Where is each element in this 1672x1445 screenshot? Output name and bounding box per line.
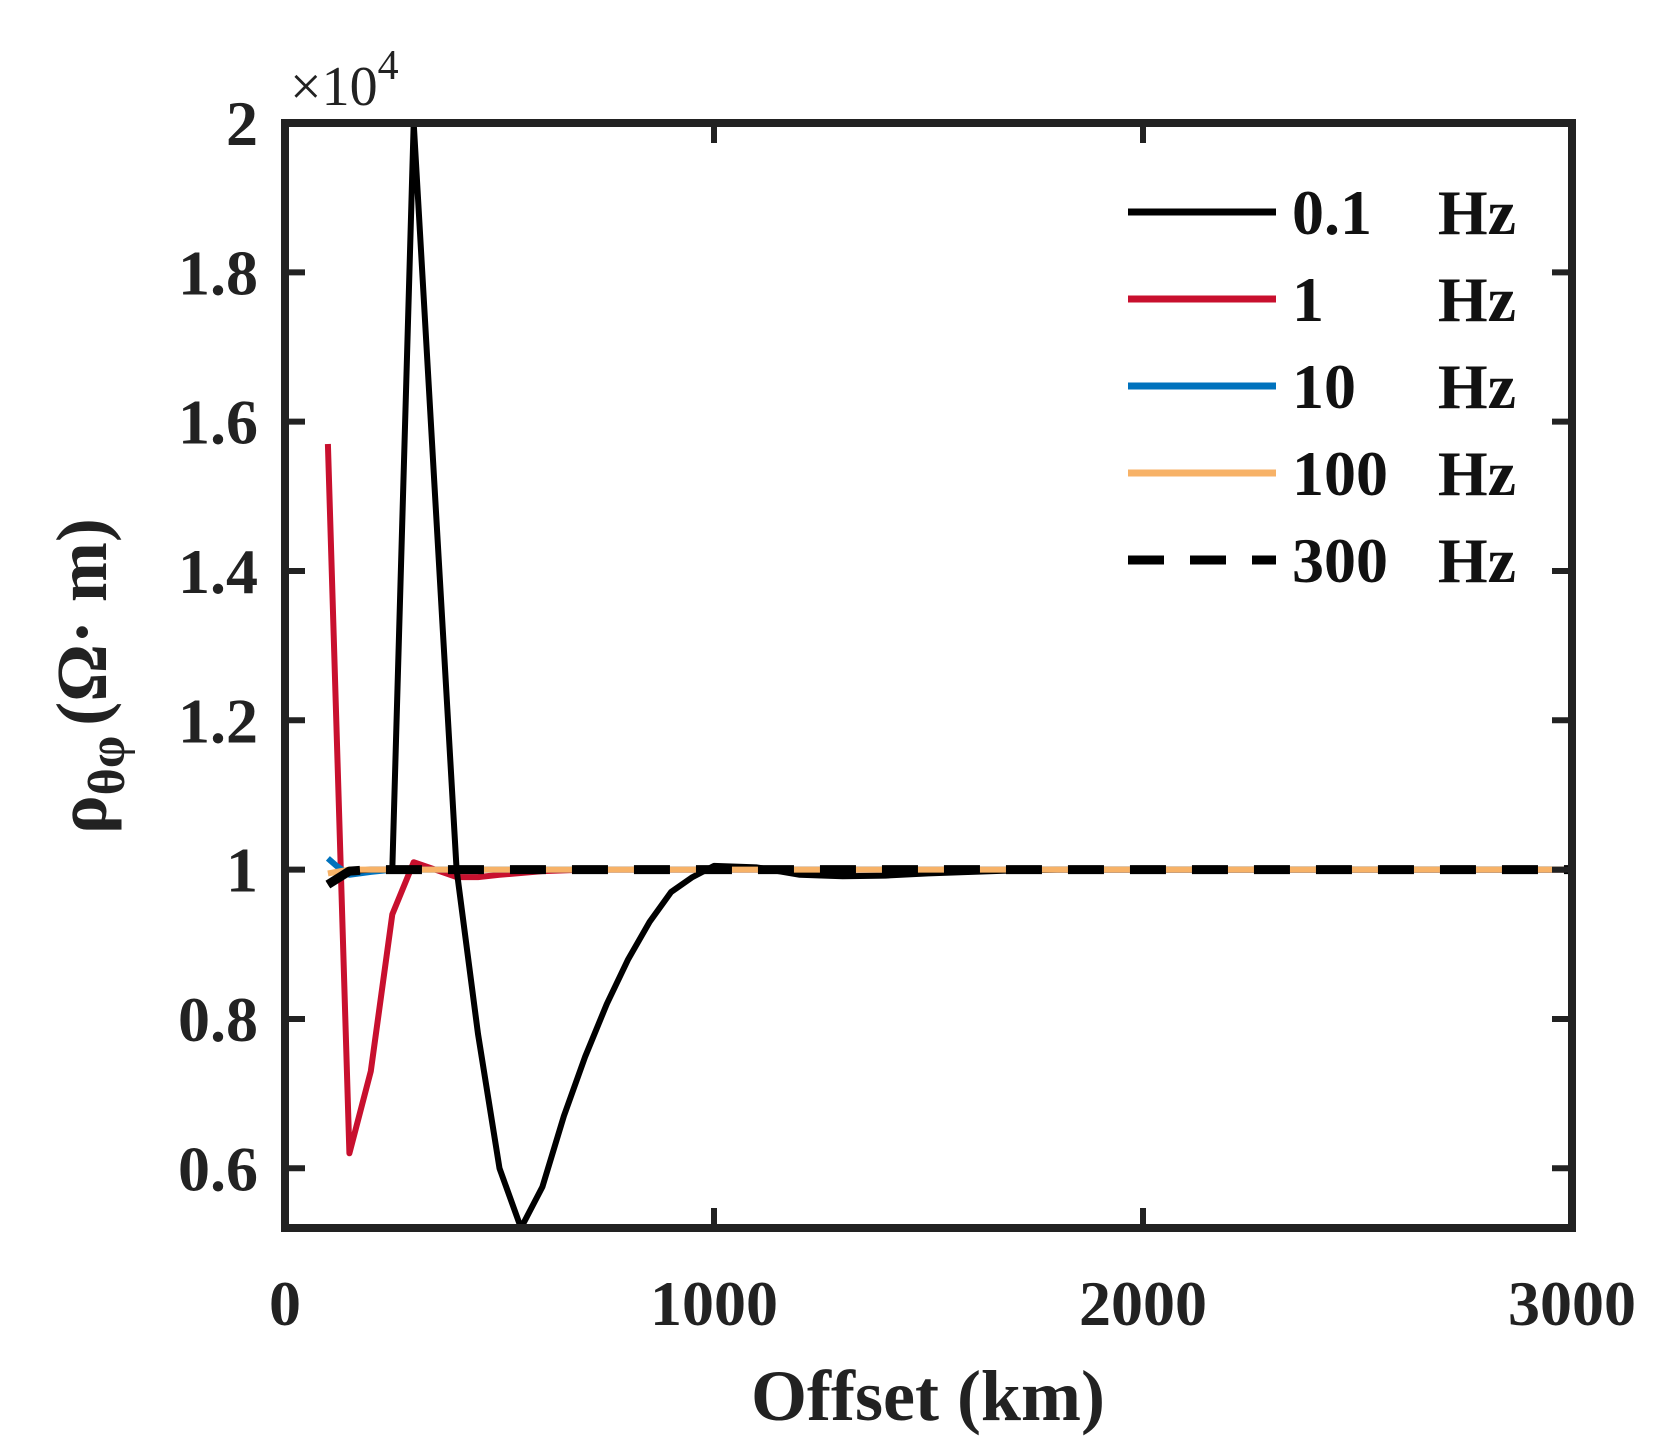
x-tick-label: 1000 <box>650 1268 778 1339</box>
series-line-300-hz <box>325 865 1572 889</box>
y-tick-label: 1.2 <box>178 685 258 756</box>
y-tick-label: 1.4 <box>178 536 258 607</box>
x-tick-label: 0 <box>269 1268 301 1339</box>
y-axis-unit: (Ω· m) <box>42 518 122 726</box>
x-tick-label: 3000 <box>1508 1268 1636 1339</box>
y-exponent-power: 4 <box>378 43 399 89</box>
y-exponent-label: ×104 <box>290 43 399 118</box>
y-tick-label: 0.6 <box>178 1133 258 1204</box>
legend-unit: Hz <box>1438 264 1516 335</box>
legend-entry-300-hz: 300 Hz <box>1128 525 1516 596</box>
tick-layer <box>282 120 1575 1228</box>
series-line-0-1-hz <box>326 123 1572 1228</box>
legend-name: 100 <box>1292 438 1388 509</box>
y-axis-label: ρθφ (Ω· m) <box>42 518 136 834</box>
legend-unit: Hz <box>1438 525 1516 596</box>
series-layer <box>324 123 1572 1228</box>
x-axis-label: Offset (km) <box>751 1356 1105 1436</box>
y-tick-label: 0.8 <box>178 984 258 1055</box>
legend-name: 300 <box>1292 525 1388 596</box>
y-tick-label: 2 <box>226 88 258 159</box>
y-tick-label: 1.6 <box>178 387 258 458</box>
legend: 0.1 Hz 1 Hz 10 Hz 100 Hz 300 Hz <box>1128 177 1516 596</box>
y-axis-symbol: ρ <box>42 795 122 834</box>
legend-name: 0.1 <box>1292 177 1372 248</box>
y-tick-labels: 0.6 0.8 1 1.2 1.4 1.6 1.8 2 <box>178 88 258 1204</box>
y-tick-label: 1.8 <box>178 237 258 308</box>
plot-frame <box>281 119 1576 1232</box>
y-tick-label: 1 <box>226 835 258 906</box>
y-axis-subscript: θφ <box>79 736 136 796</box>
x-tick-labels: 0 1000 2000 3000 <box>269 1268 1636 1339</box>
legend-unit: Hz <box>1438 438 1516 509</box>
legend-name: 10 <box>1292 351 1356 422</box>
legend-entry-0-1-hz: 0.1 Hz <box>1128 177 1516 248</box>
legend-unit: Hz <box>1438 177 1516 248</box>
legend-unit: Hz <box>1438 351 1516 422</box>
legend-entry-100-hz: 100 Hz <box>1128 438 1516 509</box>
legend-entry-1-hz: 1 Hz <box>1128 264 1516 335</box>
x-tick-label: 2000 <box>1079 1268 1207 1339</box>
legend-name: 1 <box>1292 264 1324 335</box>
legend-entry-10-hz: 10 Hz <box>1128 351 1516 422</box>
